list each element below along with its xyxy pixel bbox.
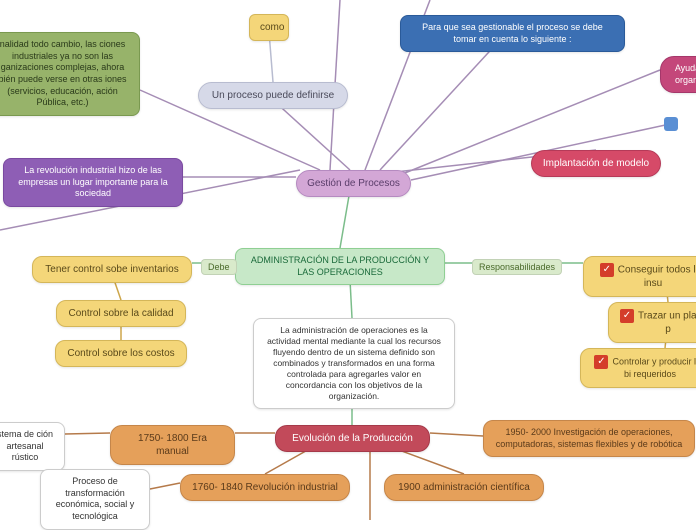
node-calidad[interactable]: Control sobre la calidad bbox=[56, 300, 186, 327]
node-resp1[interactable]: ✓ Conseguir todos los insu bbox=[583, 256, 696, 297]
node-admin_ops[interactable]: La administración de operaciones es la a… bbox=[253, 318, 455, 409]
node-gestion[interactable]: Gestión de Procesos bbox=[296, 170, 411, 197]
node-text: Conseguir todos los insu bbox=[618, 265, 696, 289]
check-icon: ✓ bbox=[594, 355, 608, 369]
node-invest_1950[interactable]: 1950- 2000 Investigación de operaciones,… bbox=[483, 420, 695, 457]
node-resp3[interactable]: ✓ Controlar y producir los bi requeridos bbox=[580, 348, 696, 388]
edge-label-debe: Debe bbox=[201, 259, 237, 275]
node-sistema_art[interactable]: stema de ción artesanal rústico bbox=[0, 422, 65, 471]
node-text: Trazar un plan de p bbox=[638, 311, 696, 335]
node-proceso_def[interactable]: Un proceso puede definirse bbox=[198, 82, 348, 109]
node-proceso_trans[interactable]: Proceso de transformación económica, soc… bbox=[40, 469, 150, 530]
node-gestionable[interactable]: Para que sea gestionable el proceso se d… bbox=[400, 15, 625, 52]
node-costos[interactable]: Control sobre los costos bbox=[55, 340, 187, 367]
node-admin_1900[interactable]: 1900 administración científica bbox=[384, 474, 544, 501]
node-central[interactable]: ADMINISTRACIÓN DE LA PRODUCCIÓN Y LAS OP… bbox=[235, 248, 445, 285]
check-icon: ✓ bbox=[620, 309, 634, 323]
node-implant[interactable]: Implantación de modelo bbox=[531, 150, 661, 177]
node-ayuda[interactable]: Ayuda organi bbox=[660, 56, 696, 93]
node-era_manual[interactable]: 1750- 1800 Era manual bbox=[110, 425, 235, 465]
decorative-square bbox=[664, 117, 678, 131]
check-icon: ✓ bbox=[600, 263, 614, 277]
node-actualidad[interactable]: nalidad todo cambio, las ciones industri… bbox=[0, 32, 140, 116]
node-text: Controlar y producir los bi requeridos bbox=[612, 356, 696, 379]
edge-label-resp: Responsabilidades bbox=[472, 259, 562, 275]
node-evolucion[interactable]: Evolución de la Producción bbox=[275, 425, 430, 452]
node-revol_ind[interactable]: La revolución industrial hizo de las emp… bbox=[3, 158, 183, 207]
node-como[interactable]: como bbox=[249, 14, 289, 41]
node-rev_1760[interactable]: 1760- 1840 Revolución industrial bbox=[180, 474, 350, 501]
node-resp2[interactable]: ✓ Trazar un plan de p bbox=[608, 302, 696, 343]
node-inventarios[interactable]: Tener control sobe inventarios bbox=[32, 256, 192, 283]
